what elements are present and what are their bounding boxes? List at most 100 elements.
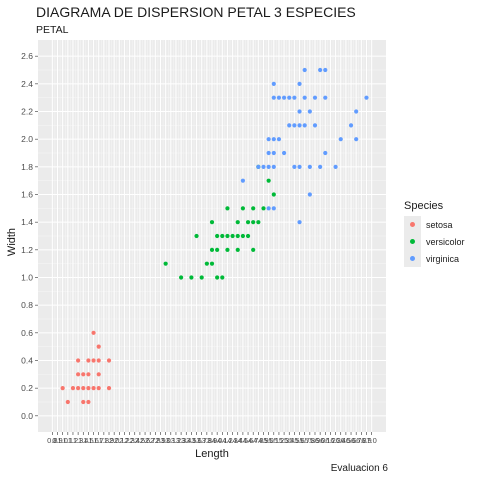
y-tick-label: 2.2 <box>21 107 33 117</box>
x-tick-label: 5.6 <box>294 436 304 445</box>
data-point-virginica <box>354 137 359 142</box>
data-point-versicolor <box>266 178 271 183</box>
x-tick-label: 1.5 <box>83 436 93 445</box>
x-tick-label: 6.1 <box>320 436 330 445</box>
legend-item-setosa: setosa <box>404 216 465 233</box>
x-tick-label: 4.5 <box>238 436 248 445</box>
x-tick-label: 4.4 <box>233 436 243 445</box>
x-tick-label: 6.8 <box>356 436 366 445</box>
x-tick-label: 1.7 <box>93 436 103 445</box>
data-point-virginica <box>348 123 354 128</box>
x-tick-label: 3.2 <box>171 436 181 445</box>
x-tick-label: 5.4 <box>284 436 294 445</box>
data-point-virginica <box>323 95 328 100</box>
data-point-virginica <box>266 150 271 156</box>
data-point-versicolor <box>261 206 266 211</box>
data-point-versicolor <box>225 247 230 252</box>
data-point-setosa <box>106 358 112 363</box>
x-tick-label: 4.3 <box>227 436 237 445</box>
data-point-versicolor <box>235 233 240 239</box>
data-point-virginica <box>312 95 318 100</box>
data-point-virginica <box>281 95 287 100</box>
data-point-setosa <box>96 372 101 377</box>
data-point-versicolor <box>209 220 215 225</box>
x-tick-label: 5.8 <box>305 436 315 445</box>
data-point-versicolor <box>209 247 215 252</box>
data-point-virginica <box>271 150 276 156</box>
x-tick-label: 3.8 <box>202 436 212 445</box>
data-point-versicolor <box>215 275 220 280</box>
data-point-virginica <box>297 81 302 86</box>
y-tick-label: 0.0 <box>21 411 33 421</box>
x-tick-label: 5.0 <box>263 436 273 445</box>
y-tick-label: 1.2 <box>21 245 33 255</box>
legend-key <box>404 233 421 250</box>
data-point-virginica <box>307 192 312 197</box>
data-point-virginica <box>307 109 312 114</box>
data-point-virginica <box>302 95 307 100</box>
data-point-virginica <box>287 95 292 100</box>
data-point-setosa <box>70 386 76 391</box>
data-point-setosa <box>76 358 81 363</box>
x-tick-label: 6.5 <box>341 436 351 445</box>
data-point-virginica <box>297 109 302 114</box>
y-tick-label: 1.6 <box>21 190 33 200</box>
legend-label: versicolor <box>426 236 465 247</box>
axis-tick-labels: 0.80.91.01.11.21.31.41.51.61.71.81.92.02… <box>21 51 377 445</box>
x-tick-label: 1.4 <box>78 436 88 445</box>
x-tick-label: 0.8 <box>47 436 57 445</box>
x-tick-label: 6.7 <box>351 436 361 445</box>
data-point-virginica <box>266 206 271 211</box>
x-tick-label: 3.5 <box>186 436 196 445</box>
chart-title: DIAGRAMA DE DISPERSION PETAL 3 ESPECIES <box>36 4 356 20</box>
x-tick-label: 2.4 <box>130 436 140 445</box>
x-tick-label: 3.0 <box>160 436 170 445</box>
data-point-virginica <box>323 67 328 73</box>
data-point-setosa <box>81 386 86 391</box>
x-tick-label: 4.6 <box>243 436 253 445</box>
data-point-virginica <box>338 137 343 142</box>
x-tick-label: 4.8 <box>253 436 263 445</box>
x-tick-label: 3.4 <box>181 436 191 445</box>
data-point-virginica <box>292 164 297 169</box>
data-point-versicolor <box>220 275 225 280</box>
data-point-versicolor <box>209 261 215 266</box>
data-point-virginica <box>276 137 282 142</box>
data-point-setosa <box>76 372 81 377</box>
x-tick-label: 3.1 <box>166 436 176 445</box>
legend-key <box>404 216 421 233</box>
x-tick-label: 5.2 <box>274 436 284 445</box>
data-point-virginica <box>333 164 338 169</box>
x-tick-label: 3.3 <box>176 436 186 445</box>
legend-title: Species <box>404 200 444 212</box>
data-point-virginica <box>266 137 271 142</box>
data-point-virginica <box>297 220 302 225</box>
data-point-setosa <box>65 399 70 405</box>
data-point-versicolor <box>256 220 261 225</box>
data-point-virginica <box>292 123 297 128</box>
x-tick-label: 3.6 <box>191 436 201 445</box>
y-tick-label: 0.4 <box>21 355 33 365</box>
data-point-versicolor <box>163 261 168 266</box>
data-point-versicolor <box>235 247 240 252</box>
data-point-setosa <box>86 372 91 377</box>
y-tick-label: 2.6 <box>21 51 33 61</box>
x-tick-label: 2.6 <box>140 436 150 445</box>
x-tick-label: 1.6 <box>88 436 98 445</box>
data-point-setosa <box>76 386 81 391</box>
data-point-setosa <box>86 358 91 363</box>
data-point-virginica <box>276 95 282 100</box>
x-axis-label: Length <box>195 448 229 460</box>
y-tick-label: 0.2 <box>21 383 33 393</box>
data-point-setosa <box>86 386 91 391</box>
data-point-versicolor <box>215 233 220 239</box>
x-tick-label: 2.0 <box>109 436 119 445</box>
legend: Species setosa versicolor virginica <box>404 200 465 267</box>
data-point-versicolor <box>251 247 256 252</box>
x-tick-label: 1.0 <box>57 436 67 445</box>
x-tick-label: 0.9 <box>52 436 62 445</box>
x-tick-label: 1.8 <box>99 436 109 445</box>
x-tick-label: 2.8 <box>150 436 160 445</box>
major-gridlines <box>38 40 386 432</box>
